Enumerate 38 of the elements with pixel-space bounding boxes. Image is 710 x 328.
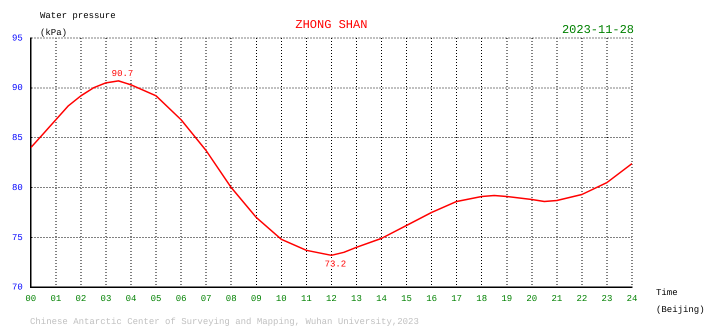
- x-tick-label: 23: [602, 294, 612, 304]
- x-tick-label: 02: [75, 294, 86, 304]
- y-tick-label: 80: [12, 182, 23, 193]
- x-tick-label: 18: [476, 294, 488, 304]
- x-tick-label: 13: [351, 294, 362, 304]
- x-tick-label: 24: [626, 294, 638, 304]
- y-tick-label: 90: [12, 83, 23, 94]
- x-tick-label: 14: [376, 294, 387, 304]
- y-tick-label: 75: [12, 232, 23, 243]
- y-tick-label: 95: [12, 33, 23, 44]
- chart-title: ZHONG SHAN: [295, 18, 368, 32]
- x-tick-label: 11: [300, 294, 312, 304]
- annotation: 90.7: [112, 68, 134, 79]
- x-tick-label: 20: [526, 294, 538, 304]
- x-tick-label: 07: [200, 294, 212, 304]
- x-axis-title: Time (Beijing): [656, 288, 705, 316]
- x-tick-label: 12: [326, 294, 337, 304]
- x-tick-label: 00: [25, 294, 36, 304]
- x-tick-label: 09: [250, 294, 262, 304]
- x-tick-label: 08: [226, 294, 237, 304]
- x-tick-label: 10: [276, 294, 287, 304]
- y-axis-title: Water pressure (kPa): [40, 11, 116, 38]
- x-tick-label: 03: [100, 294, 112, 304]
- x-tick-label: 05: [150, 294, 162, 304]
- x-tick-label: 06: [176, 294, 187, 304]
- x-tick-label: 19: [501, 294, 512, 304]
- x-tick-label: 17: [451, 294, 462, 304]
- y-tick-label: 70: [12, 282, 23, 293]
- x-tick-label: 16: [426, 294, 438, 304]
- x-tick-label: 22: [576, 294, 588, 304]
- chart-subtitle: 2023-11-28: [562, 23, 634, 37]
- x-tick-label: 04: [126, 294, 136, 304]
- text: Chinese Antarctic Center of Surveying and Mapping, Wuhan University,2023: [30, 317, 419, 327]
- y-tick-label: 85: [12, 133, 23, 144]
- x-tick-label: 21: [551, 294, 562, 304]
- x-tick-label: 01: [50, 294, 62, 304]
- annotation: 73.2: [324, 259, 346, 270]
- x-tick-label: 15: [401, 294, 412, 304]
